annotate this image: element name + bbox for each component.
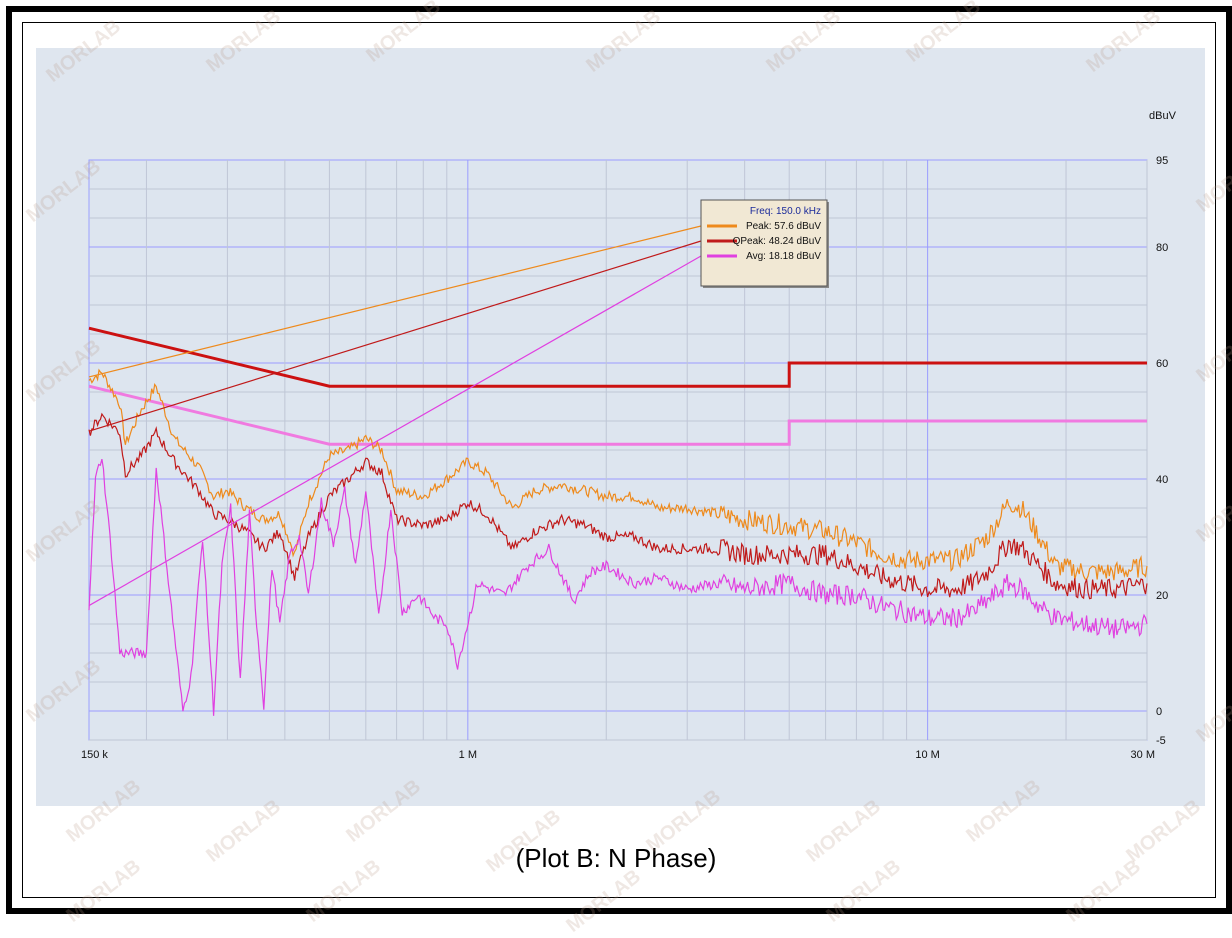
legend-connectors: [88, 225, 702, 607]
series-group: [88, 368, 1148, 716]
y-tick-label: 20: [1156, 590, 1168, 602]
x-tick-label: 1 M: [459, 749, 477, 761]
x-tick-label: 10 M: [915, 749, 939, 761]
limit-lines: [88, 326, 1147, 446]
legend-freq-text: Freq: 150.0 kHz: [750, 206, 821, 217]
y-tick-label: 60: [1156, 358, 1168, 370]
y-tick-label: -5: [1156, 735, 1166, 747]
series-line-qpeak: [88, 412, 1148, 600]
series-line-peak: [88, 368, 1148, 581]
x-tick-label: 150 k: [81, 749, 108, 761]
y-tick-label: 0: [1156, 706, 1162, 718]
y-tick-label: 95: [1156, 155, 1168, 167]
legend[interactable]: Freq: 150.0 kHz Peak: 57.6 dBuV QPeak: 48.…: [700, 199, 829, 288]
legend-box: [700, 199, 828, 287]
x-tick-label: 30 M: [1131, 749, 1155, 761]
marker-connector: [88, 255, 702, 607]
limit-line: [88, 384, 1147, 446]
page-frame: [6, 6, 1232, 914]
series-line-avg: [88, 458, 1148, 716]
y-tick-label: 80: [1156, 242, 1168, 254]
marker-connector: [88, 240, 702, 432]
marker-connector: [88, 225, 702, 378]
chart-grid: [88, 159, 1148, 741]
y-unit-label: dBuV: [1149, 110, 1177, 122]
plot-caption: (Plot B: N Phase): [515, 843, 717, 873]
legend-entry-label: Avg: 18.18 dBuV: [746, 251, 821, 262]
axis-ticks: 95 80 60 40 20 0 -5 150 k 1 M 10 M 30 M: [81, 155, 1168, 761]
emission-chart: 95 80 60 40 20 0 -5 150 k 1 M 10 M 30 M dBuV Freq:…: [81, 110, 1177, 761]
legend-entry-label: QPeak: 48.24 dBuV: [733, 236, 822, 247]
legend-entry-label: Peak: 57.6 dBuV: [746, 221, 821, 232]
limit-line: [88, 326, 1147, 388]
y-tick-label: 40: [1156, 474, 1168, 486]
